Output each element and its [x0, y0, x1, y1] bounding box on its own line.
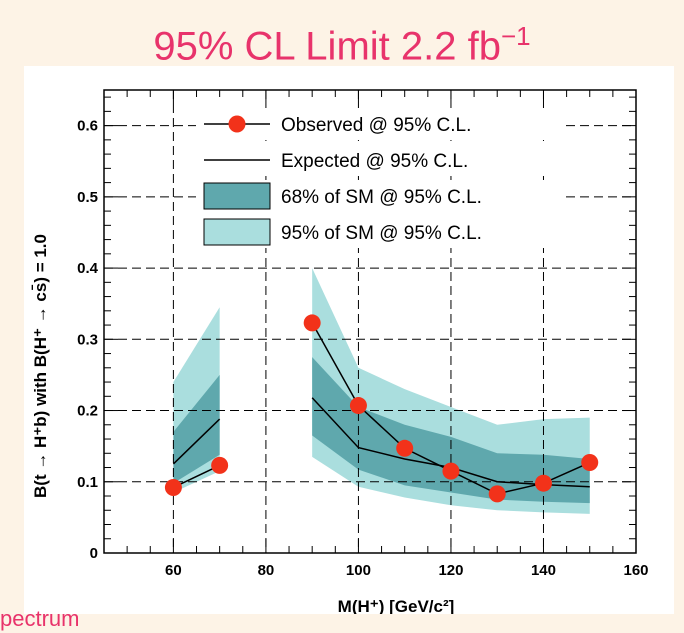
legend-entry-band95: 95% of SM @ 95% C.L. — [196, 216, 566, 248]
figure-panel: 60 80 100 120 140 160 0 0.1 0.2 0.3 0.4 0.5 0.6 Obse… — [24, 66, 674, 614]
observed-point — [581, 454, 599, 472]
expected-line-segment-0 — [172, 418, 221, 465]
y-tick-label: 0 — [90, 545, 98, 562]
x-tick-label: 60 — [165, 562, 182, 579]
band-68-segment-1 — [312, 357, 590, 504]
legend-label-observed: Observed @ 95% C.L. — [281, 115, 471, 136]
band-68-segment-0 — [173, 374, 220, 484]
bands-layer — [173, 268, 590, 514]
limit-chart: 60 80 100 120 140 160 0 0.1 0.2 0.3 0.4 0.5 0.6 Obse… — [31, 89, 649, 614]
observed-point — [303, 314, 321, 332]
y-tick-label: 0.6 — [77, 118, 98, 135]
observed-point — [396, 439, 414, 457]
axes-layer: 60 80 100 120 140 160 0 0.1 0.2 0.3 0.4 0.5 0.6 — [77, 89, 649, 579]
observed-point — [349, 397, 367, 415]
legend-entry-expected: Expected @ 95% C.L. — [196, 144, 566, 176]
legend: Observed @ 95% C.L. Expected @ 95% C.L. 68… — [196, 108, 566, 248]
legend-symbol-observed-marker — [228, 115, 246, 133]
x-tick-label: 100 — [346, 562, 371, 579]
y-tick-label: 0.5 — [77, 189, 98, 206]
observed-point — [164, 478, 182, 496]
observed-point — [211, 456, 229, 474]
observed-point — [534, 474, 552, 492]
slide-title-text: 95% CL Limit 2.2 fb — [153, 24, 501, 69]
y-tick-label: 0.3 — [77, 331, 98, 348]
x-tick-label: 120 — [438, 562, 463, 579]
y-tick-label: 0.4 — [77, 260, 99, 277]
observed-point — [442, 462, 460, 480]
x-tick-label: 160 — [623, 562, 648, 579]
x-tick-label: 140 — [531, 562, 556, 579]
slide-title: 95% CL Limit 2.2 fb−1 — [0, 14, 684, 68]
plot-frame — [103, 89, 637, 554]
y-tick-label: 0.1 — [77, 474, 98, 491]
legend-entry-band68: 68% of SM @ 95% C.L. — [196, 180, 566, 212]
y-axis-title: B(t → H⁺b) with B(H⁺ → cs̄) = 1.0 — [31, 234, 50, 498]
legend-label-band95: 95% of SM @ 95% C.L. — [281, 223, 482, 244]
x-tick-label: 80 — [258, 562, 275, 579]
points-layer — [164, 314, 599, 503]
legend-symbol-band95 — [203, 218, 271, 246]
slide-title-exponent: −1 — [500, 21, 531, 51]
footer-text: pectrum — [0, 606, 80, 631]
x-axis-title: M(H⁺) [GeV/c²] — [338, 597, 455, 614]
legend-label-band68: 68% of SM @ 95% C.L. — [281, 187, 482, 208]
observed-point — [488, 485, 506, 503]
legend-label-expected: Expected @ 95% C.L. — [281, 151, 468, 172]
observed-line-segment-0 — [173, 464, 220, 489]
legend-entry-observed: Observed @ 95% C.L. — [196, 108, 566, 140]
legend-symbol-band68 — [203, 182, 271, 210]
y-tick-label: 0.2 — [77, 403, 98, 420]
